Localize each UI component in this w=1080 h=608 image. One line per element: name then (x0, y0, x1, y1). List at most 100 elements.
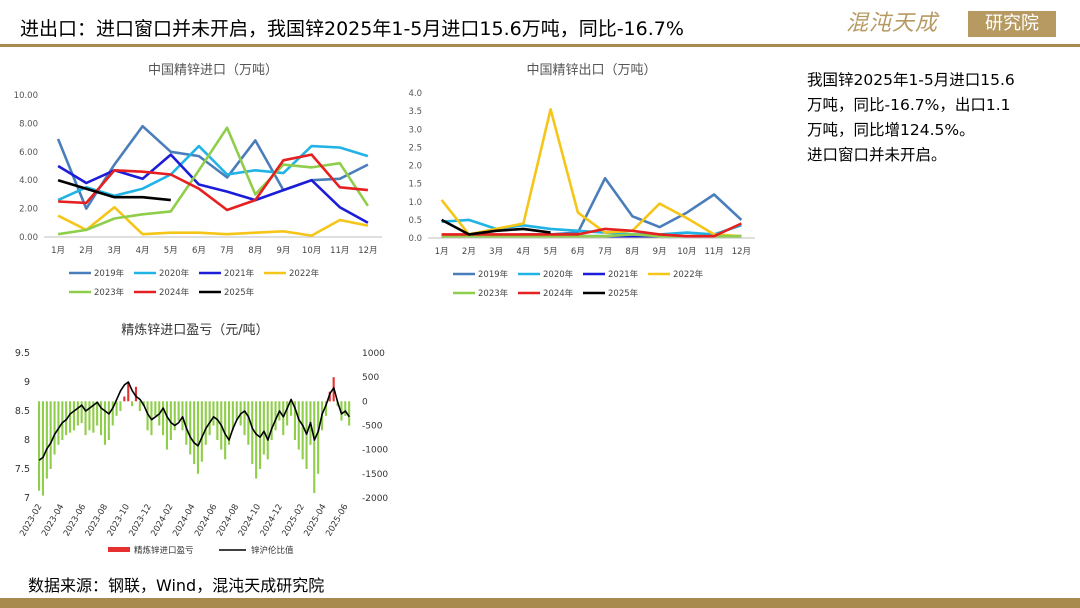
y-tick-label: 3.5 (408, 107, 422, 117)
profit-loss-bar (103, 401, 106, 445)
y-tick-label: 1.5 (408, 180, 422, 190)
profit-loss-bar (266, 401, 269, 460)
profit-loss-bar (173, 401, 176, 431)
y-tick-label: 2.0 (408, 162, 422, 172)
y-tick-label: 6.00 (19, 148, 38, 158)
profit-loss-bar (301, 401, 304, 460)
legend-label: 2024年 (159, 287, 190, 298)
x-tick-label: 3月 (489, 247, 503, 257)
legend-swatch-bar (108, 547, 130, 552)
x-tick-label: 6月 (192, 246, 206, 256)
x-tick-label: 12月 (732, 247, 751, 257)
x-tick-label: 4月 (516, 247, 530, 257)
y-tick-label: 0.00 (19, 233, 38, 243)
profit-loss-bar (45, 401, 48, 479)
profit-loss-bar (38, 401, 41, 491)
profit-loss-bar (181, 401, 184, 431)
profit-loss-bar (123, 396, 126, 402)
profit-loss-bar (193, 401, 196, 465)
x-tick-label: 7月 (220, 246, 234, 256)
chart-title: 精炼锌进口盈亏（元/吨） (121, 323, 268, 338)
profit-loss-bar (162, 401, 165, 436)
profit-loss-bar (69, 401, 72, 433)
profit-loss-bar (231, 401, 234, 431)
x-tick-label: 5月 (544, 247, 558, 257)
company-logo: 混沌天成 研究院 (846, 9, 1058, 39)
series-line (58, 153, 369, 212)
logo-script-text: 混沌天成 (846, 11, 939, 36)
legend-label: 2019年 (478, 269, 509, 280)
y-left-tick-label: 7 (24, 493, 30, 504)
series-line (57, 205, 369, 237)
x-tick-label: 5月 (164, 246, 178, 256)
profit-loss-bar (134, 386, 137, 402)
profit-loss-bar (262, 401, 265, 455)
profit-loss-bar (96, 401, 99, 426)
profit-loss-bar (115, 401, 118, 416)
profit-loss-bar (255, 401, 258, 479)
profit-loss-bar (49, 401, 52, 469)
legend-label: 2025年 (224, 287, 255, 298)
profit-loss-bar (340, 401, 343, 421)
chart-zinc-export: 中国精锌出口（万吨） 0.0 0.5 1.0 1.5 2.0 2.5 3.0 3.5 4.0 1月 2… (408, 63, 755, 299)
profit-loss-bar (282, 401, 285, 436)
profit-loss-bar (111, 401, 114, 426)
x-tick-label: 10月 (677, 247, 696, 257)
x-tick-label: 8月 (248, 246, 262, 256)
profit-loss-bar (80, 401, 83, 423)
profit-loss-bar (228, 401, 231, 445)
y-tick-label: 1.0 (408, 198, 422, 208)
profit-loss-bar (286, 401, 289, 426)
profit-loss-bar (305, 401, 308, 469)
series-line (57, 178, 171, 202)
x-tick-label: 11月 (704, 247, 723, 257)
legend-label: 2022年 (673, 269, 704, 280)
series-line (57, 153, 369, 224)
chart-title: 中国精锌进口（万吨） (148, 63, 278, 78)
ratio-line (38, 381, 350, 461)
profit-loss-bar (290, 401, 293, 416)
profit-loss-bar (344, 401, 347, 416)
profit-loss-bar (317, 401, 320, 474)
summary-line: 进口窗口并未开启。 (807, 146, 947, 164)
profit-loss-bar (57, 401, 60, 445)
profit-loss-bar (65, 401, 68, 436)
x-tick-label: 8月 (625, 247, 639, 257)
legend-label: 2020年 (159, 268, 190, 279)
source-note: 数据来源：钢联，Wind，混沌天成研究院 (28, 576, 325, 595)
chart-title: 中国精锌出口（万吨） (526, 63, 656, 78)
x-tick-label: 1月 (51, 246, 65, 256)
y-left-tick-label: 8 (24, 435, 30, 446)
legend-label: 锌沪伦比值 (251, 545, 294, 556)
profit-loss-bar (72, 401, 75, 431)
profit-loss-bar (259, 401, 262, 469)
y-right-tick-label: -1000 (362, 446, 388, 456)
series-line (57, 126, 369, 236)
x-tick-label: 1月 (435, 247, 449, 257)
y-right-tick-label: -500 (362, 422, 383, 432)
y-tick-label: 10.00 (14, 91, 38, 101)
y-tick-label: 4.0 (408, 89, 422, 99)
legend-label: 2021年 (224, 268, 255, 279)
profit-loss-bar (146, 401, 149, 431)
profit-loss-bar (107, 401, 110, 440)
profit-loss-bar (270, 401, 273, 440)
legend-label: 2023年 (94, 287, 125, 298)
profit-loss-bar (251, 401, 254, 465)
y-right-tick-label: -2000 (362, 494, 388, 504)
profit-loss-bar (84, 401, 87, 436)
profit-loss-bar (131, 401, 134, 407)
series-line (440, 108, 742, 238)
y-tick-label: 4.00 (19, 176, 38, 186)
x-tick-label: 6月 (571, 247, 585, 257)
profit-loss-bar (189, 401, 192, 455)
y-right-tick-label: 1000 (362, 349, 385, 359)
profit-loss-bar (235, 401, 238, 421)
x-tick-label: 12月 (358, 246, 377, 256)
series-line (440, 218, 551, 236)
legend-label: 2019年 (94, 268, 125, 279)
x-tick-label: 2月 (79, 246, 93, 256)
profit-loss-bar (212, 401, 215, 426)
profit-loss-bar (208, 401, 211, 436)
chart-zinc-import: 中国精锌进口（万吨） 0.00 2.00 4.00 6.00 8.00 10.00 1月 2月 3… (14, 63, 382, 298)
